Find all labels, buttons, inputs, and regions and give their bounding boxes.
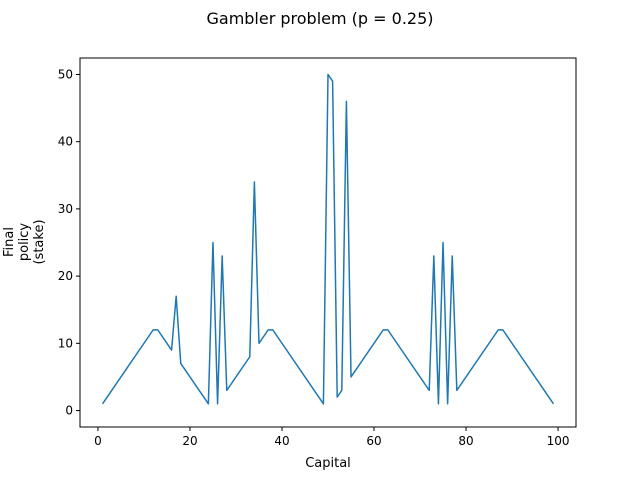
plot-frame xyxy=(79,57,577,428)
x-tick-label: 40 xyxy=(274,434,289,448)
y-axis-label-line-1: Final xyxy=(2,227,17,257)
y-tick-label: 10 xyxy=(58,336,73,350)
x-tick-label: 80 xyxy=(458,434,473,448)
series-line-1 xyxy=(101,73,555,405)
y-axis: 0 10 20 30 40 50 xyxy=(58,67,80,418)
x-tick-label: 60 xyxy=(366,434,381,448)
y-tick-label: 40 xyxy=(58,135,73,149)
y-axis-label-line-3: (stake) xyxy=(32,219,47,264)
x-tick-label: 20 xyxy=(182,434,197,448)
x-tick-label: 100 xyxy=(547,434,570,448)
y-axis-label: Final policy (stake) xyxy=(2,219,47,264)
y-tick-label: 0 xyxy=(65,404,73,418)
x-tick-label: 0 xyxy=(94,434,102,448)
y-tick-label: 20 xyxy=(58,269,73,283)
x-axis: 0 20 40 60 80 100 xyxy=(94,427,570,448)
y-axis-label-line-2: policy xyxy=(17,223,32,262)
plot-area xyxy=(101,73,555,405)
y-tick-label: 30 xyxy=(58,202,73,216)
x-axis-label: Capital xyxy=(305,456,351,471)
y-tick-label: 50 xyxy=(58,67,73,81)
chart-title: Gambler problem (p = 0.25) xyxy=(206,9,433,28)
